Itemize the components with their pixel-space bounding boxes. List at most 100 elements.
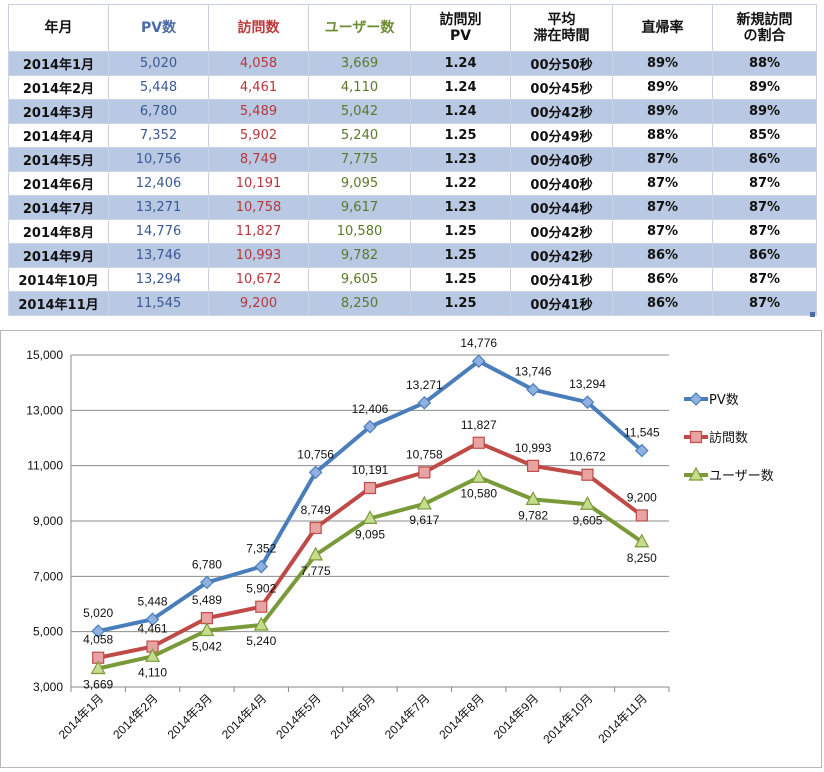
cell-pv: 10,756: [108, 147, 209, 172]
cell-pv: 7,352: [108, 123, 209, 148]
cell-new-visit-ratio: 87%: [712, 267, 817, 292]
data-point: [200, 575, 214, 590]
legend-item: PV数: [684, 392, 739, 408]
cell-bounce-rate: 86%: [612, 291, 713, 316]
cell-pv-per-visit: 1.23: [410, 147, 511, 172]
cell-bounce-rate: 87%: [612, 171, 713, 196]
cell-pv: 6,780: [108, 99, 209, 124]
y-tick-label: 15,000: [26, 348, 63, 362]
data-point: [635, 509, 648, 522]
header-avg-duration: 平均 滞在時間: [510, 4, 613, 52]
cell-visits: 4,058: [208, 51, 309, 76]
data-label: 4,110: [138, 665, 167, 679]
cell-new-visit-ratio: 86%: [712, 243, 817, 268]
table-row: 2014年5月 10,756 8,749 7,775 1.23 00分40秒 87% 86%: [8, 147, 817, 172]
data-point: [580, 395, 595, 410]
cell-bounce-rate: 88%: [612, 123, 713, 148]
cell-new-visit-ratio: 86%: [712, 147, 817, 172]
data-label: 13,271: [406, 378, 443, 392]
cell-new-visit-ratio: 87%: [712, 171, 817, 196]
series-pv: 5,020 5,448 6,780 7,352 10,756 12,406 13,271 14…: [83, 336, 660, 638]
data-label: 5,489: [192, 593, 222, 607]
cell-visits: 4,461: [208, 75, 309, 100]
y-tick-label: 3,000: [33, 680, 63, 694]
cell-users: 9,605: [308, 267, 411, 292]
data-label: 5,902: [246, 582, 276, 596]
cell-month: 2014年11月: [8, 291, 109, 316]
data-label: 8,749: [301, 503, 331, 517]
data-point: [472, 436, 485, 449]
cell-visits: 10,672: [208, 267, 309, 292]
data-label: 10,580: [460, 486, 497, 500]
data-label: 9,200: [627, 490, 657, 504]
cell-visits: 11,827: [208, 219, 309, 244]
cell-new-visit-ratio: 87%: [712, 195, 817, 220]
data-point: [308, 546, 324, 561]
table-row: 2014年8月 14,776 11,827 10,580 1.25 00分42秒 87% 87…: [8, 219, 817, 244]
data-label: 4,461: [138, 622, 168, 636]
cell-users: 7,775: [308, 147, 411, 172]
cell-avg-duration: 00分45秒: [510, 75, 613, 100]
table-row: 2014年3月 6,780 5,489 5,042 1.24 00分42秒 89% 89%: [8, 99, 817, 124]
data-label: 10,756: [297, 447, 334, 461]
x-tick-label: 2014年10月: [540, 691, 595, 746]
table-row: 2014年4月 7,352 5,902 5,240 1.25 00分49秒 88% 85%: [8, 123, 817, 148]
table-row: 2014年9月 13,746 10,993 9,782 1.25 00分42秒 86% 86%: [8, 243, 817, 268]
data-label: 9,617: [409, 513, 439, 527]
data-point: [579, 496, 595, 510]
data-point: [308, 465, 323, 480]
header-month: 年月: [8, 4, 109, 52]
x-tick-label: 2014年6月: [328, 691, 378, 741]
data-label: 7,775: [301, 564, 331, 578]
table-row: 2014年2月 5,448 4,461 4,110 1.24 00分45秒 89% 89%: [8, 75, 817, 100]
stats-table: 年月 PV数 訪問数 ユーザー数 訪問別 PV 平均 滞在時間 直帰率 新規訪問…: [8, 4, 817, 316]
data-label: 11,827: [461, 418, 497, 432]
series-users: 3,669 4,110 5,042 5,240 7,775 9,095 9,617 10,58…: [83, 469, 657, 691]
cell-bounce-rate: 89%: [612, 99, 713, 124]
cell-pv-per-visit: 1.23: [410, 195, 511, 220]
data-point: [634, 443, 649, 458]
data-point: [200, 612, 214, 625]
data-label: 4,058: [83, 633, 113, 647]
x-tick-label: 2014年9月: [491, 691, 541, 741]
cell-pv-per-visit: 1.24: [410, 75, 511, 100]
data-label: 8,250: [627, 551, 657, 565]
x-tick-label: 2014年1月: [56, 691, 106, 741]
data-label: 7,352: [246, 542, 276, 556]
series-line: [97, 475, 643, 671]
data-point: [363, 419, 377, 434]
y-tick-label: 13,000: [26, 403, 63, 417]
cell-avg-duration: 00分50秒: [510, 51, 613, 76]
cell-month: 2014年10月: [8, 267, 109, 292]
y-tick-label: 7,000: [33, 569, 63, 583]
cell-new-visit-ratio: 87%: [712, 219, 817, 244]
table-resize-grip[interactable]: [810, 312, 815, 317]
header-pv: PV数: [108, 4, 209, 52]
cell-users: 4,110: [308, 75, 411, 100]
cell-pv-per-visit: 1.25: [410, 267, 511, 292]
data-point: [417, 395, 432, 410]
cell-pv-per-visit: 1.24: [410, 99, 511, 124]
data-point: [254, 559, 269, 574]
header-new-visit-ratio: 新規訪問 の割合: [712, 4, 817, 52]
cell-users: 9,095: [308, 171, 411, 196]
data-label: 11,545: [624, 426, 660, 440]
table-row: 2014年7月 13,271 10,758 9,617 1.23 00分44秒 87% 87%: [8, 195, 817, 220]
cell-pv: 11,545: [108, 291, 209, 316]
cell-new-visit-ratio: 88%: [712, 51, 817, 76]
data-point: [91, 624, 106, 638]
table-row: 2014年10月 13,294 10,672 9,605 1.25 00分41秒 86% 87…: [8, 267, 817, 292]
data-label: 6,780: [192, 557, 222, 571]
cell-bounce-rate: 89%: [612, 51, 713, 76]
cell-month: 2014年3月: [8, 99, 109, 124]
legend-marker: [688, 466, 704, 481]
table-row: 2014年6月 12,406 10,191 9,095 1.22 00分40秒 87% 87%: [8, 171, 817, 196]
cell-users: 3,669: [308, 51, 411, 76]
header-users: ユーザー数: [308, 4, 411, 52]
data-label: 9,095: [355, 527, 385, 541]
cell-month: 2014年8月: [8, 219, 109, 244]
cell-pv-per-visit: 1.25: [410, 123, 511, 148]
cell-pv: 13,746: [108, 243, 209, 268]
cell-month: 2014年6月: [8, 171, 109, 196]
table-row: 2014年11月 11,545 9,200 8,250 1.25 00分41秒 86% 87%: [8, 291, 817, 316]
